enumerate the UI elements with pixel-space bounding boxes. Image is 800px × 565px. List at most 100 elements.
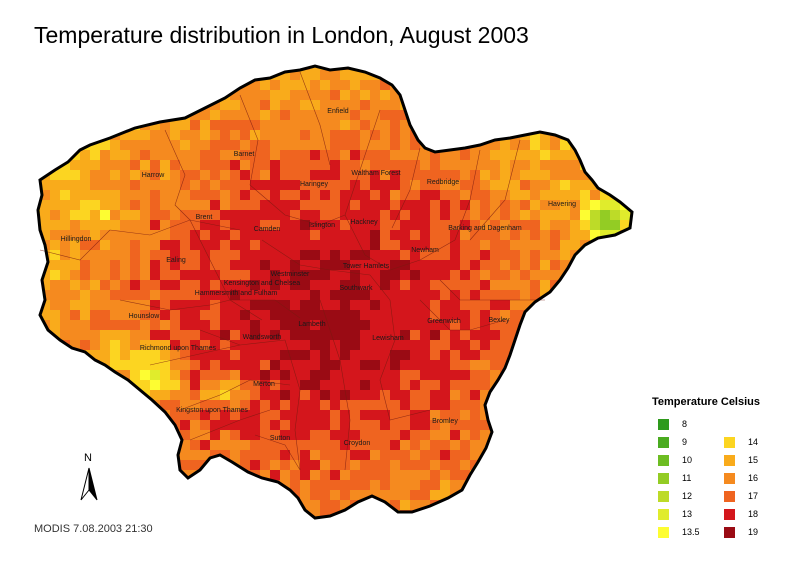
heat-cell [160,160,170,170]
heat-cell [590,250,600,260]
heat-cell [500,70,510,80]
heat-cell [90,430,100,440]
heat-cell [600,250,610,260]
heat-cell [480,220,490,230]
heat-cell [290,110,300,120]
heat-cell [460,470,470,480]
heat-cell [510,160,520,170]
borough-label: Kensington and Chelsea [224,280,300,287]
heat-cell [38,380,40,390]
heat-cell [500,200,510,210]
heat-cell [310,380,320,390]
heat-cell [410,250,420,260]
heat-cell [500,250,510,260]
heat-cell [590,470,600,480]
heat-cell [390,130,400,140]
heat-cell [360,190,370,200]
heat-cell [150,470,160,480]
heat-cell [110,330,120,340]
heat-cell [500,290,510,300]
heat-cell [450,160,460,170]
heat-cell [200,470,210,480]
heat-cell [570,380,580,390]
heat-cell [280,380,290,390]
heat-cell [140,310,150,320]
heat-cell [320,230,330,240]
heat-cell [510,470,520,480]
heat-cell [290,520,300,530]
heat-cell [350,420,360,430]
heat-cell [490,510,500,518]
heat-cell [270,280,280,290]
heat-cell [320,190,330,200]
heat-cell [120,66,130,70]
heat-cell [490,70,500,80]
heat-cell [610,210,620,220]
heat-cell [320,290,330,300]
heat-cell [520,420,530,430]
heat-cell [460,400,470,410]
heat-cell [470,410,480,420]
heat-cell [160,390,170,400]
heat-cell [350,300,360,310]
heat-cell [80,440,90,450]
heat-cell [370,110,380,120]
heat-cell [530,450,540,460]
heat-cell [250,520,260,530]
heat-cell [280,90,290,100]
heat-cell [450,80,460,90]
heat-cell [200,370,210,380]
heat-cell [70,200,80,210]
heat-cell [470,240,480,250]
heat-cell [300,300,310,310]
heat-cell [600,450,610,460]
heat-cell [180,240,190,250]
heat-cell [370,180,380,190]
heat-cell [50,420,60,430]
heat-cell [560,240,570,250]
heat-cell [440,160,450,170]
heat-cell [410,280,420,290]
heat-cell [480,150,490,160]
heat-cell [60,140,70,150]
heat-cell [480,390,490,400]
heat-cell [38,440,40,450]
heat-cell [200,380,210,390]
heat-cell [280,340,290,350]
heat-cell [210,100,220,110]
heat-cell [360,290,370,300]
heat-cell [200,280,210,290]
heat-cell [560,190,570,200]
heat-cell [420,110,430,120]
heat-cell [480,230,490,240]
heat-cell [100,190,110,200]
heat-cell [590,190,600,200]
heat-cell [110,380,120,390]
heat-cell [120,140,130,150]
heat-cell [240,410,250,420]
heat-cell [530,520,540,530]
legend-item: 13 [658,508,692,520]
heat-cell [280,390,290,400]
heat-cell [40,410,50,420]
heat-cell [170,160,180,170]
heat-cell [590,320,600,330]
heat-cell [570,70,580,80]
heat-cell [550,300,560,310]
heat-cell [630,440,632,450]
heat-cell [240,390,250,400]
heat-cell [570,130,580,140]
heat-cell [630,360,632,370]
heat-cell [230,290,240,300]
heat-cell [300,140,310,150]
heat-cell [120,370,130,380]
heat-cell [38,490,40,500]
heat-cell [480,240,490,250]
heat-cell [370,80,380,90]
heat-cell [150,210,160,220]
heat-cell [310,160,320,170]
heat-cell [130,100,140,110]
heat-cell [410,390,420,400]
heat-cell [630,120,632,130]
heat-cell [570,360,580,370]
